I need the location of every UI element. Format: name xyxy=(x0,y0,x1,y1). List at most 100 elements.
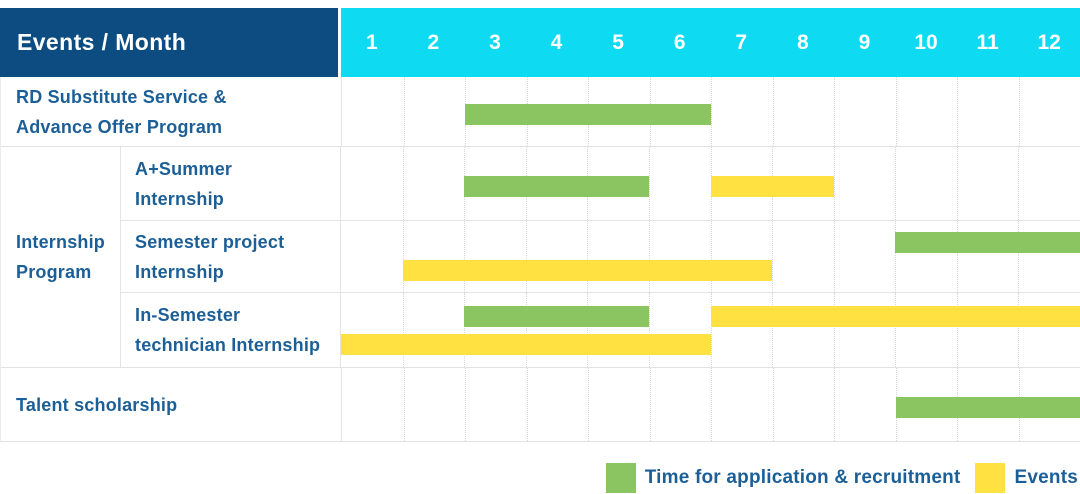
month-gridline xyxy=(464,293,466,367)
row-label-line: Internship xyxy=(135,261,225,282)
month-gridline xyxy=(833,221,835,292)
legend-swatch-green xyxy=(605,463,636,493)
gantt-table: Events / Month 1 2 3 4 5 6 7 8 9 10 11 1… xyxy=(0,8,1080,442)
row-label-line: Internship xyxy=(135,188,225,209)
legend-label: Events xyxy=(1014,467,1078,488)
month-gridline xyxy=(711,77,712,146)
month-gridline xyxy=(403,77,405,146)
month-cell-5: 5 xyxy=(612,30,624,54)
month-cell-1: 1 xyxy=(365,30,378,54)
month-gridline xyxy=(834,77,835,146)
month-gridline xyxy=(956,221,958,292)
group-label-line: Program xyxy=(16,262,92,282)
month-gridline xyxy=(772,293,774,367)
header-divider xyxy=(338,8,341,77)
month-header: 1 2 3 4 5 6 7 8 9 10 11 12 xyxy=(341,8,1080,77)
month-gridline xyxy=(834,368,835,441)
month-gridline xyxy=(957,77,958,146)
month-gridline xyxy=(587,293,589,367)
legend-item-events: Events xyxy=(975,463,1078,493)
month-gridline xyxy=(1018,147,1020,220)
row-label-line: Talent scholarship xyxy=(16,394,178,415)
gantt-bar-green xyxy=(464,305,649,327)
month-cell-6: 6 xyxy=(673,30,686,54)
gantt-bar-yellow xyxy=(402,260,773,281)
bar-line xyxy=(341,232,1080,253)
timeline-cell xyxy=(341,368,1080,441)
month-gridline xyxy=(956,293,958,367)
month-gridline xyxy=(772,77,774,146)
timeline-cell xyxy=(340,147,1080,220)
gantt-bar-yellow xyxy=(710,176,834,197)
month-gridline xyxy=(1018,293,1020,367)
table-row-in-semester-technician: In-Semester technician Internship xyxy=(120,292,1080,367)
group-subrows: A+Summer Internship Semester project xyxy=(120,147,1080,367)
bar-line xyxy=(342,397,1080,418)
month-gridline xyxy=(710,221,712,292)
table-row-talent-scholarship: Talent scholarship xyxy=(1,367,1080,441)
table-title: Events / Month xyxy=(0,8,338,77)
month-gridline xyxy=(895,147,897,220)
table-rowgroup-internship-program: Internship Program A+Summer Internship xyxy=(1,147,1080,367)
month-cell-9: 9 xyxy=(858,30,871,54)
bar-line xyxy=(342,104,1080,125)
row-label: In-Semester technician Internship xyxy=(120,293,340,367)
gantt-bar-yellow xyxy=(341,333,711,355)
row-label-line: A+Summer xyxy=(135,158,233,179)
table-row-semester-project: Semester project Internship xyxy=(120,220,1080,292)
month-gridline xyxy=(833,147,835,220)
month-cell-12: 12 xyxy=(1037,30,1061,54)
row-label: A+Summer Internship xyxy=(120,147,340,220)
month-gridline xyxy=(648,293,650,367)
row-label: RD Substitute Service & Advance Offer Pr… xyxy=(1,77,341,146)
bar-line xyxy=(341,305,1080,327)
month-gridline xyxy=(402,293,404,367)
gantt-bar-green xyxy=(464,176,649,197)
month-gridline xyxy=(464,221,466,292)
month-gridline xyxy=(772,368,774,441)
gantt-bar-green xyxy=(895,397,1080,418)
table-body: RD Substitute Service & Advance Offer Pr… xyxy=(0,77,1080,442)
row-label: Talent scholarship xyxy=(1,368,341,441)
month-cell-4: 4 xyxy=(550,30,563,54)
month-gridline xyxy=(525,293,527,367)
row-label-line: Advance Offer Program xyxy=(16,116,223,137)
month-cell-11: 11 xyxy=(976,30,999,54)
month-gridline xyxy=(587,221,589,292)
month-gridline xyxy=(649,368,651,441)
month-gridline xyxy=(956,147,958,220)
group-label: Internship Program xyxy=(1,147,120,367)
month-gridline xyxy=(648,221,650,292)
month-gridline xyxy=(711,368,712,441)
month-gridline xyxy=(648,147,650,220)
group-label-line: Internship xyxy=(16,232,106,252)
legend-label: Time for application & recruitment xyxy=(644,467,961,488)
month-gridline xyxy=(588,368,589,441)
table-row-a-plus-summer: A+Summer Internship xyxy=(120,147,1080,220)
month-gridline xyxy=(772,221,774,292)
month-gridline xyxy=(526,368,528,441)
gantt-bar-yellow xyxy=(710,305,1080,327)
table-row-rd-substitute: RD Substitute Service & Advance Offer Pr… xyxy=(1,77,1080,147)
row-label: Semester project Internship xyxy=(120,221,340,292)
legend-swatch-yellow xyxy=(975,463,1006,493)
timeline-cell xyxy=(340,293,1080,367)
month-cell-8: 8 xyxy=(796,30,809,54)
gantt-bar-green xyxy=(895,232,1080,253)
gantt-bar-green xyxy=(465,104,711,125)
row-label-line: Semester project xyxy=(135,231,285,252)
month-gridline xyxy=(833,293,835,367)
month-gridline xyxy=(402,147,404,220)
legend: Time for application & recruitment Event… xyxy=(605,463,1078,493)
month-gridline xyxy=(1018,221,1020,292)
month-gridline xyxy=(895,293,897,367)
month-gridline xyxy=(1018,77,1020,146)
header-row: Events / Month 1 2 3 4 5 6 7 8 9 10 11 1… xyxy=(0,8,1080,77)
bar-line xyxy=(341,176,1080,197)
month-cell-7: 7 xyxy=(735,30,748,54)
row-label-line: technician Internship xyxy=(135,335,321,355)
legend-item-application-recruitment: Time for application & recruitment xyxy=(605,463,961,493)
month-gridline xyxy=(895,77,897,146)
month-gridline xyxy=(895,221,897,292)
